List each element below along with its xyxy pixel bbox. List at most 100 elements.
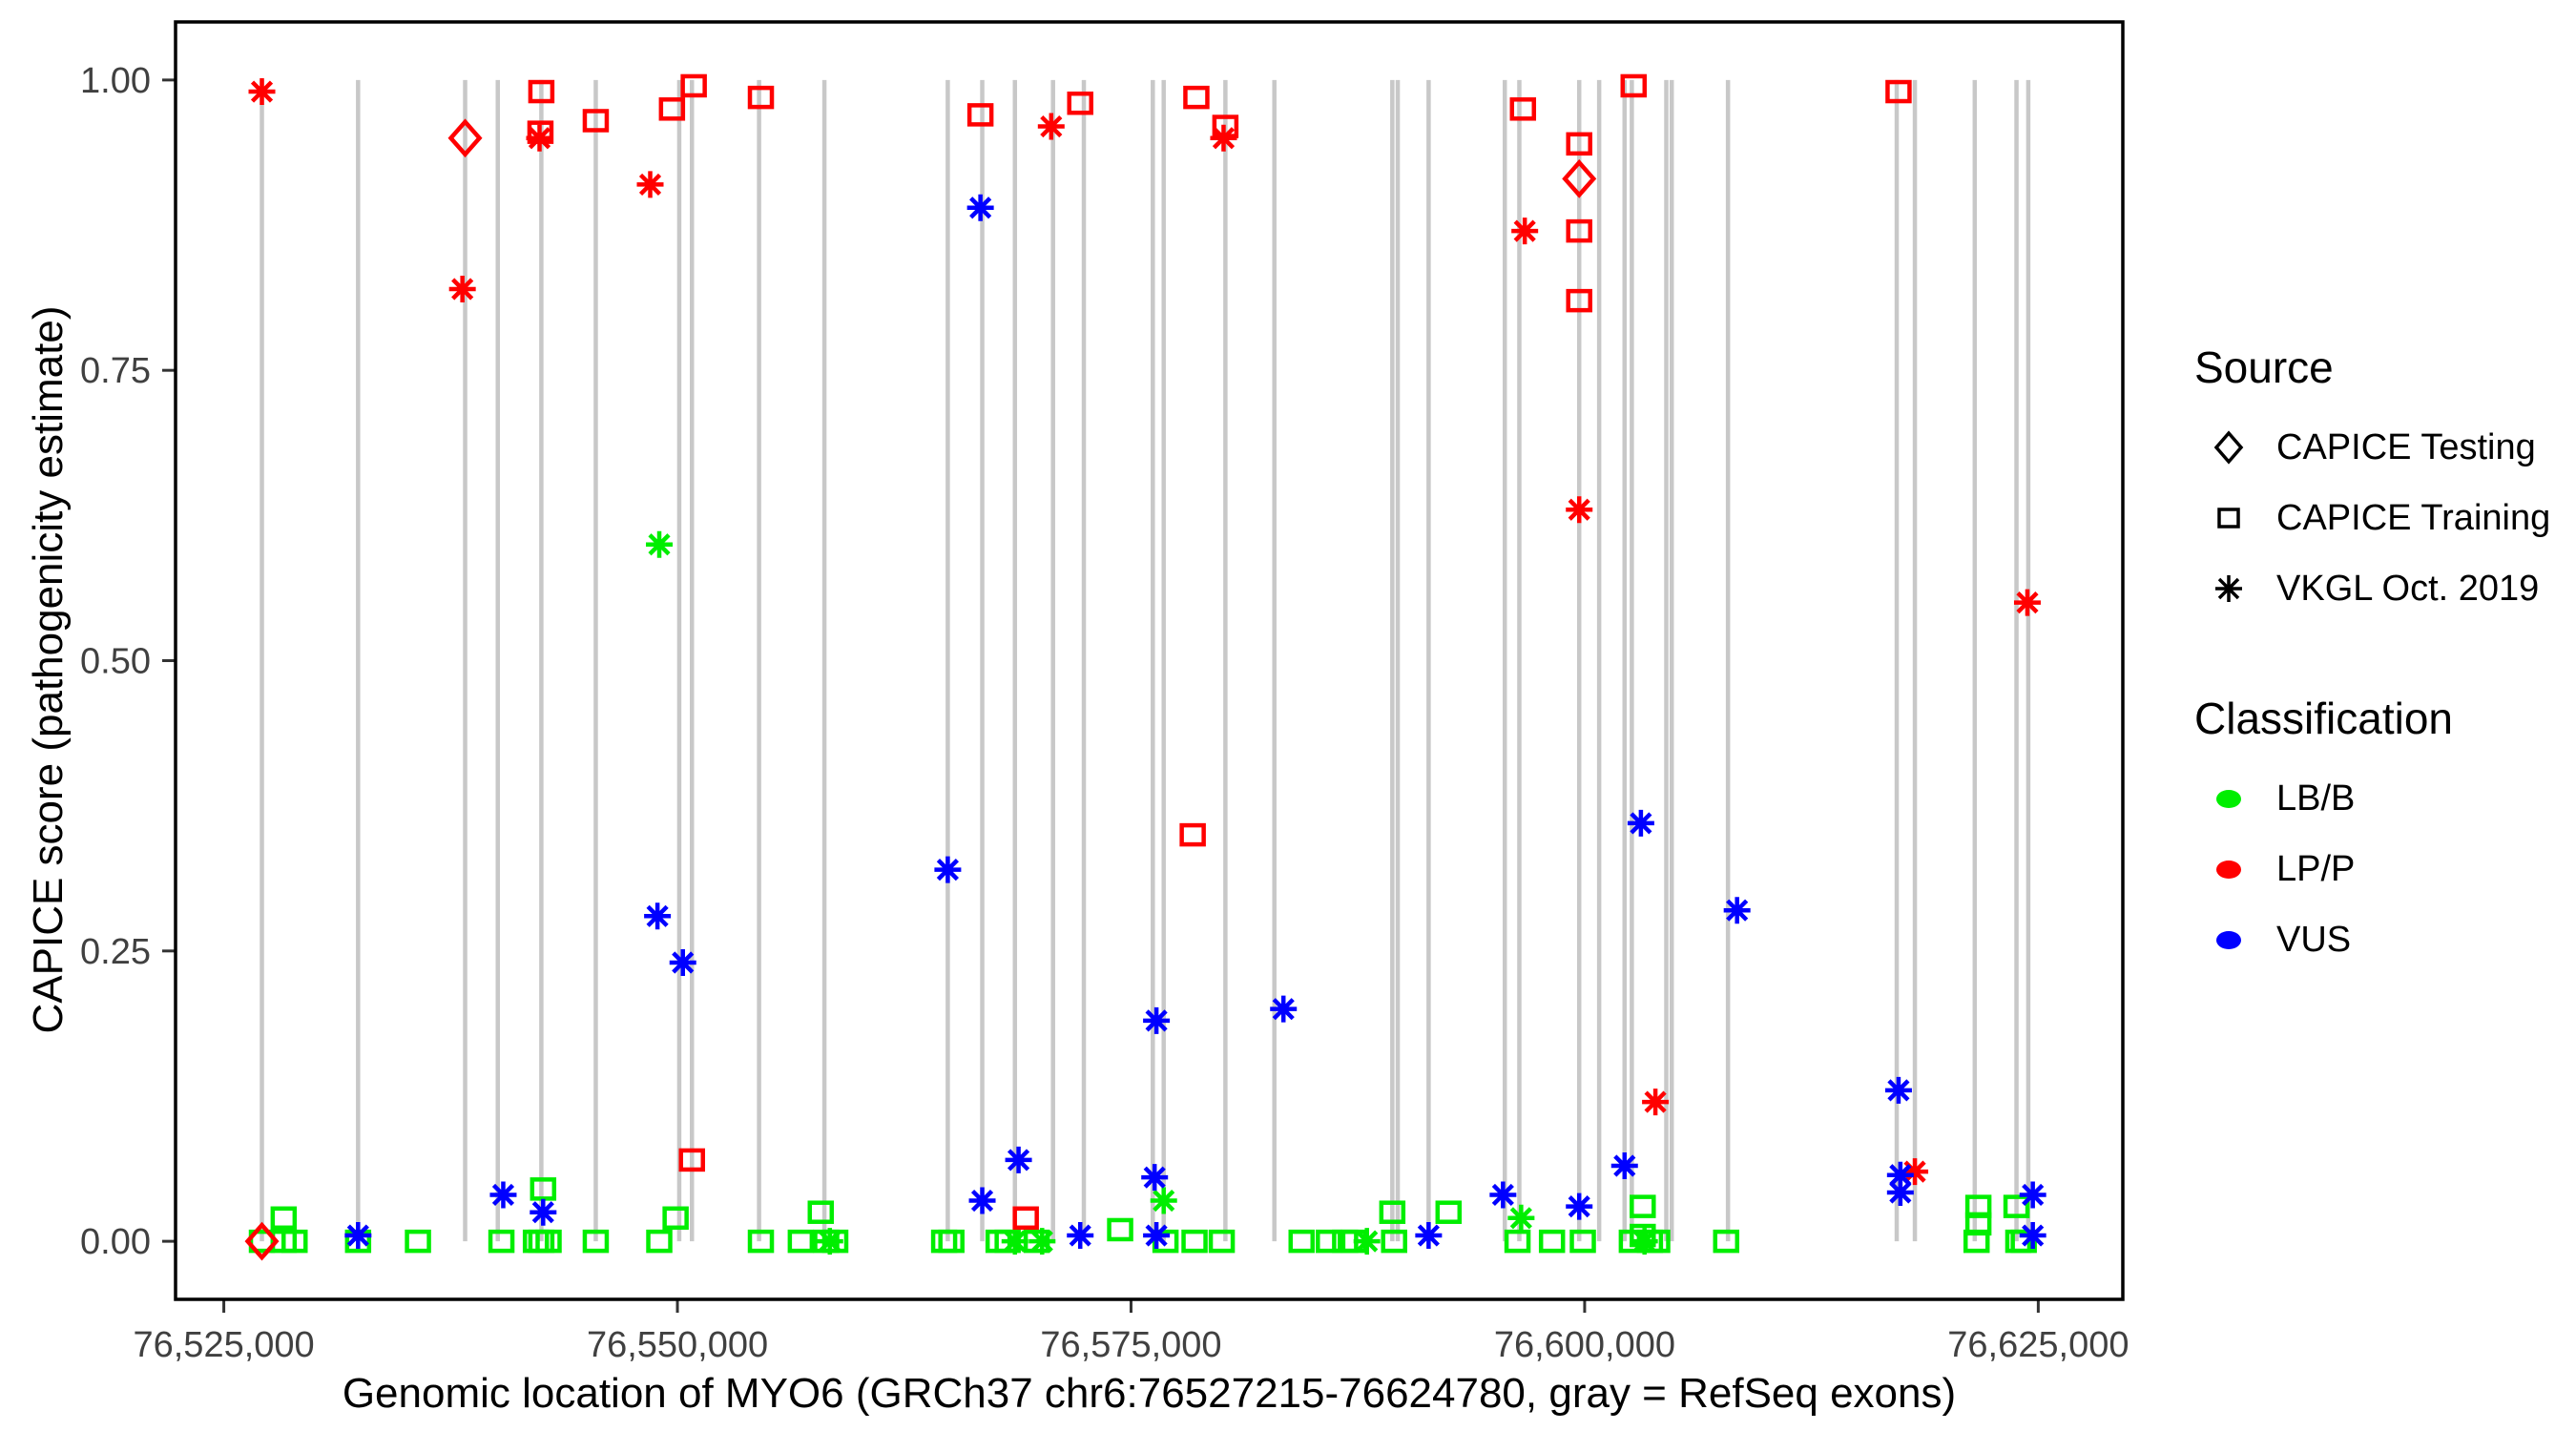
data-point-square [662, 1206, 689, 1231]
legend-classification-title: Classification [2194, 694, 2453, 743]
data-point-square [1435, 1200, 1463, 1224]
lbb-dot-icon [2216, 789, 2241, 808]
x-tick-label: 76,550,000 [587, 1325, 768, 1365]
data-point-square [807, 1200, 835, 1224]
data-point-square [582, 1229, 610, 1254]
data-point-asterisk [1610, 1152, 1638, 1180]
data-point-asterisk [2019, 1181, 2046, 1209]
legend-item-capice-training: CAPICE Training [2194, 483, 2576, 553]
data-point-asterisk [526, 124, 553, 152]
data-point-square [1509, 97, 1537, 121]
data-point-square [1288, 1229, 1316, 1254]
data-point-asterisk [1511, 218, 1539, 245]
data-point-square [1644, 1229, 1671, 1254]
data-point-asterisk [1143, 1006, 1171, 1034]
data-point-square [1566, 288, 1592, 313]
data-point-asterisk [1150, 1187, 1177, 1214]
data-point-asterisk [1415, 1222, 1443, 1250]
data-point-asterisk [1210, 124, 1237, 152]
data-point-asterisk [1489, 1181, 1517, 1209]
data-point-asterisk [1067, 1222, 1094, 1250]
data-point-square [678, 1148, 705, 1172]
data-point-square [1208, 1229, 1236, 1254]
data-point-square [281, 1229, 308, 1254]
data-point-square [1885, 79, 1912, 104]
x-tick-label: 76,625,000 [1947, 1325, 2129, 1365]
data-point-asterisk [1141, 1164, 1169, 1192]
data-point-square [270, 1206, 298, 1231]
y-axis-title: CAPICE score (pathogenicity estimate) [25, 305, 72, 1034]
data-point-asterisk [644, 902, 672, 930]
data-point-asterisk [1353, 1228, 1381, 1255]
data-point-square [1183, 85, 1210, 110]
data-point-asterisk [1001, 1228, 1028, 1255]
data-point-asterisk [646, 530, 674, 558]
data-point-asterisk [1507, 1204, 1535, 1232]
data-point-square [1713, 1229, 1740, 1254]
data-point-square [530, 1177, 557, 1201]
legend-label: VUS [2276, 919, 2352, 960]
data-point-square [1379, 1200, 1406, 1224]
data-point-square [646, 1229, 673, 1254]
data-point-square [1538, 1229, 1566, 1254]
lpp-dot-icon [2216, 860, 2241, 879]
data-point-asterisk [934, 856, 962, 883]
data-point-asterisk [968, 1187, 996, 1214]
data-point-asterisk [1037, 113, 1065, 140]
data-point-asterisk [1901, 1158, 1929, 1186]
legend-item-lbb: LB/B [2194, 763, 2576, 834]
legend-item-vkgl: VKGL Oct. 2019 [2194, 553, 2576, 624]
legend-item-lpp: LP/P [2194, 834, 2576, 904]
x-tick-label: 76,575,000 [1040, 1325, 1221, 1365]
y-tick-label: 0.50 [80, 642, 151, 682]
legend-label: VKGL Oct. 2019 [2276, 568, 2540, 609]
legend-label: CAPICE Training [2276, 497, 2551, 538]
data-point-square [1620, 73, 1648, 98]
data-point-asterisk [1886, 1161, 1914, 1189]
data-point-asterisk [248, 78, 276, 106]
data-point-asterisk [1566, 1192, 1593, 1220]
data-point-square [1569, 1229, 1596, 1254]
data-point-asterisk [1627, 809, 1654, 837]
diamond-icon [2194, 426, 2263, 468]
data-point-diamond [1562, 158, 1597, 198]
legend-source: Source CAPICE Testing CAPICE Training [2194, 342, 2576, 624]
data-point-square [1067, 91, 1093, 115]
data-point-asterisk [1642, 1089, 1670, 1116]
data-point-asterisk [2019, 1222, 2046, 1250]
data-point-asterisk [2013, 589, 2041, 616]
data-point-square [248, 1229, 276, 1254]
y-tick-label: 0.00 [80, 1222, 151, 1262]
data-point-square [528, 79, 555, 104]
data-point-square [1504, 1229, 1531, 1254]
data-point-asterisk [448, 275, 476, 302]
data-point-diamond [447, 118, 483, 158]
asterisk-icon [2194, 568, 2263, 610]
data-point-square [747, 85, 775, 110]
data-point-asterisk [636, 171, 664, 198]
data-point-asterisk [966, 194, 994, 221]
data-point-square [405, 1229, 431, 1254]
legend-item-vus: VUS [2194, 904, 2576, 975]
data-point-square [488, 1229, 515, 1254]
data-point-square [1107, 1217, 1133, 1242]
x-tick-label: 76,525,000 [133, 1325, 314, 1365]
data-point-square [1181, 1229, 1208, 1254]
legend-label: LP/P [2276, 848, 2356, 889]
data-point-square [1381, 1229, 1407, 1254]
y-tick-label: 0.75 [80, 351, 151, 391]
data-point-asterisk [1886, 1179, 1914, 1207]
data-point-square [821, 1229, 849, 1254]
legend-classification: Classification LB/B LP/P VUS [2194, 693, 2576, 975]
data-point-square [1566, 132, 1592, 156]
x-tick-label: 76,600,000 [1494, 1325, 1675, 1365]
square-icon [2194, 497, 2263, 539]
data-point-square [747, 1229, 775, 1254]
data-point-square [1012, 1206, 1039, 1231]
data-point-asterisk [344, 1222, 372, 1250]
data-point-asterisk [669, 948, 696, 976]
vus-dot-icon [2216, 930, 2241, 949]
data-point-square [1316, 1229, 1342, 1254]
data-point-square [658, 97, 686, 121]
